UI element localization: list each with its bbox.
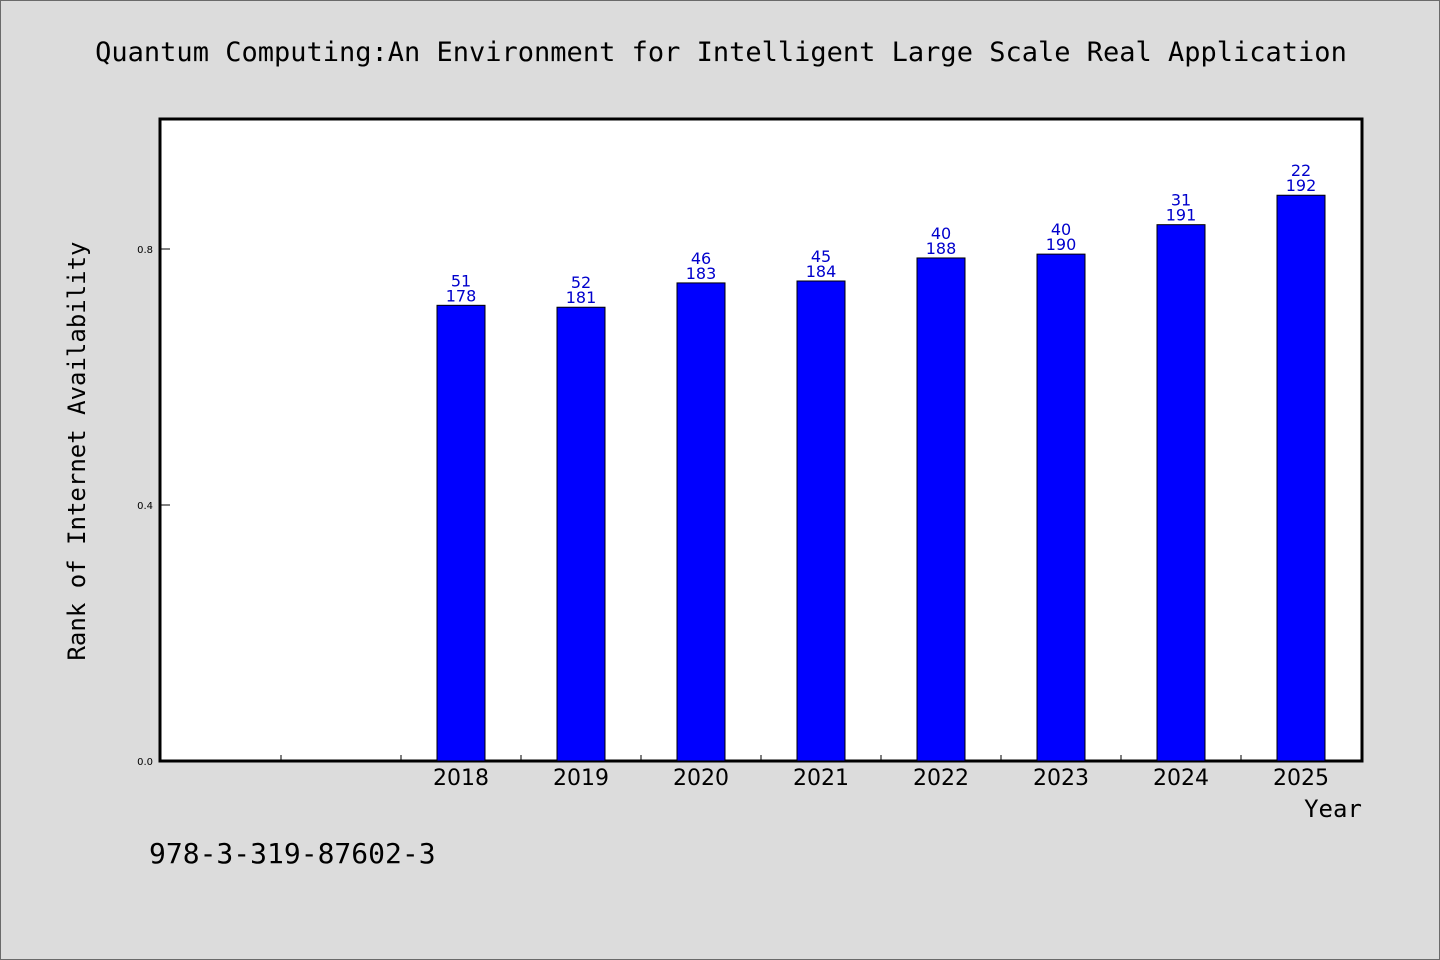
x-tick-label: 2018 bbox=[433, 766, 489, 791]
bar-label-bottom: 191 bbox=[1166, 206, 1197, 225]
isbn-text: 978-3-319-87602-3 bbox=[149, 837, 436, 870]
bar-2025 bbox=[1276, 194, 1326, 762]
bar-2021 bbox=[796, 280, 846, 762]
bar-2020 bbox=[676, 282, 726, 762]
bar-label-bottom: 181 bbox=[566, 288, 597, 307]
bar-label-bottom: 184 bbox=[806, 262, 837, 281]
bar-label-top: 31 bbox=[1171, 191, 1191, 210]
x-tick-label: 2025 bbox=[1273, 766, 1329, 791]
bar-2019 bbox=[556, 306, 606, 762]
bar-label-top: 40 bbox=[1051, 220, 1071, 239]
x-axis-label: Year bbox=[1304, 795, 1362, 823]
bar-2022 bbox=[916, 257, 966, 762]
bar-label-top: 51 bbox=[451, 271, 471, 290]
bar-2023 bbox=[1036, 253, 1086, 762]
bar-2024 bbox=[1156, 224, 1206, 762]
x-tick-label: 2021 bbox=[793, 766, 849, 791]
y-axis: 0.0 0.4 0.8 bbox=[137, 245, 170, 768]
bar-label-top: 45 bbox=[811, 247, 831, 266]
x-tick-label: 2022 bbox=[913, 766, 969, 791]
y-tick-label: 0.4 bbox=[137, 501, 153, 512]
x-tick-label: 2020 bbox=[673, 766, 729, 791]
bar-label-top: 40 bbox=[931, 224, 951, 243]
bar-label-top: 52 bbox=[571, 273, 591, 292]
bar-label-bottom: 183 bbox=[686, 264, 717, 283]
y-tick-label: 0.8 bbox=[137, 245, 153, 256]
bar-label-bottom: 192 bbox=[1286, 176, 1317, 195]
x-tick-label: 2024 bbox=[1153, 766, 1209, 791]
bar-2018 bbox=[436, 304, 486, 762]
x-tick-label: 2019 bbox=[553, 766, 609, 791]
bar-label-bottom: 178 bbox=[446, 286, 477, 305]
bar-label-bottom: 190 bbox=[1046, 235, 1077, 254]
x-tick-label: 2023 bbox=[1033, 766, 1089, 791]
x-axis: 2018 2019 2020 2021 2022 2023 2024 2025 bbox=[280, 755, 1329, 791]
bar-label-top: 22 bbox=[1291, 161, 1311, 180]
bar-label-top: 46 bbox=[691, 249, 711, 268]
y-axis-label: Rank of Internet Availability bbox=[63, 241, 91, 660]
y-tick-label: 0.0 bbox=[137, 757, 153, 768]
chart-title: Quantum Computing:An Environment for Int… bbox=[95, 37, 1347, 68]
bar-label-bottom: 188 bbox=[926, 239, 957, 258]
